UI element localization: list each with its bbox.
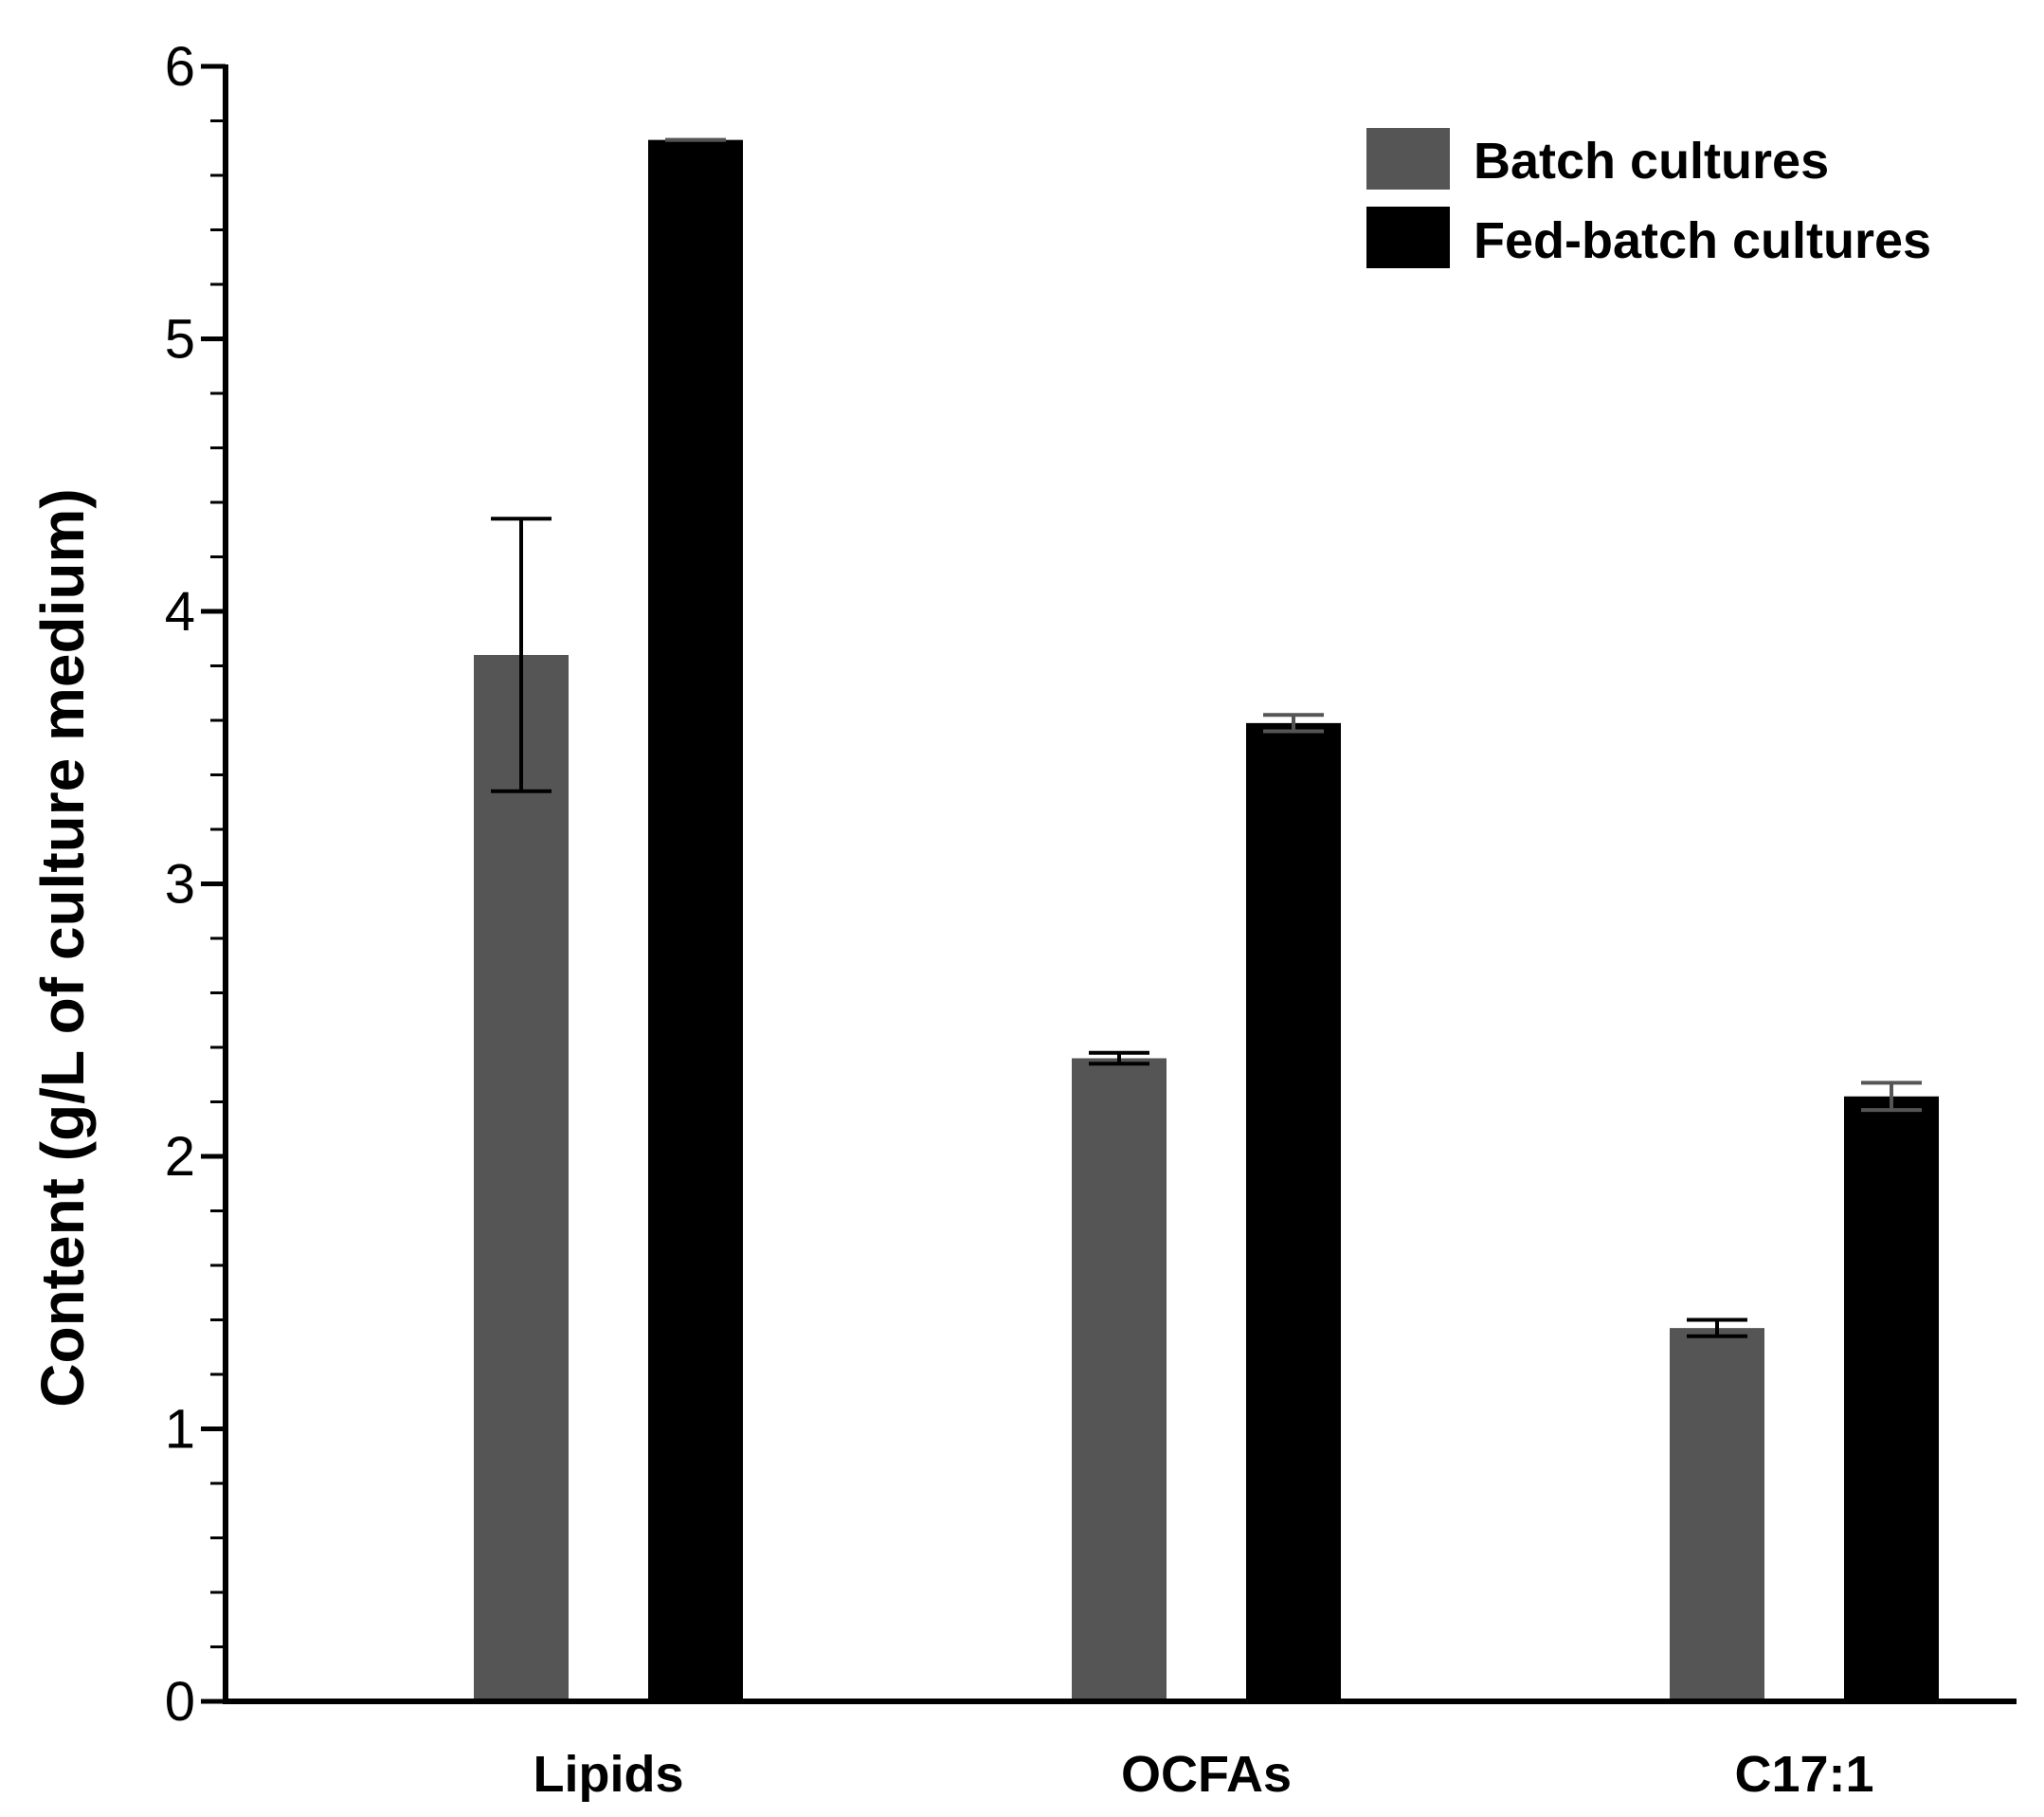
y-tick-label: 3 <box>165 854 195 916</box>
bar-C17:1-Fed-batch cultures <box>1844 1096 1939 1701</box>
legend-swatch-fed-batch <box>1366 207 1450 268</box>
legend: Batch cultures Fed-batch cultures <box>1366 128 1931 269</box>
category-labels-layer: Lipids OCFAs C17:1 <box>534 1746 1874 1803</box>
bar-Lipids-Batch cultures <box>474 655 569 1701</box>
legend-swatch-batch <box>1366 128 1450 190</box>
y-tick-label: 0 <box>165 1671 195 1733</box>
y-tick-label: 1 <box>165 1399 195 1461</box>
y-tick-label: 4 <box>165 581 195 643</box>
bar-OCFAs-Fed-batch cultures <box>1246 722 1341 1701</box>
bar-OCFAs-Batch cultures <box>1072 1058 1167 1701</box>
legend-label-fed-batch: Fed-batch cultures <box>1474 212 1931 269</box>
bar-Lipids-Fed-batch cultures <box>648 139 743 1701</box>
x-category-label: Lipids <box>534 1746 684 1803</box>
x-category-label: C17:1 <box>1734 1746 1873 1803</box>
legend-label-batch: Batch cultures <box>1474 133 1829 190</box>
y-tick-label: 6 <box>165 36 195 98</box>
y-tick-label: 5 <box>165 309 195 371</box>
y-axis-title: Content (g/L of culture medium) <box>28 488 97 1407</box>
error-bars-layer <box>491 137 1922 1338</box>
y-tick-label: 2 <box>165 1126 195 1188</box>
bars-layer <box>474 139 1939 1701</box>
y-ticks-layer: 0 1 2 3 4 5 6 <box>165 36 226 1733</box>
bar-C17:1-Batch cultures <box>1670 1328 1764 1701</box>
x-category-label: OCFAs <box>1121 1746 1292 1803</box>
